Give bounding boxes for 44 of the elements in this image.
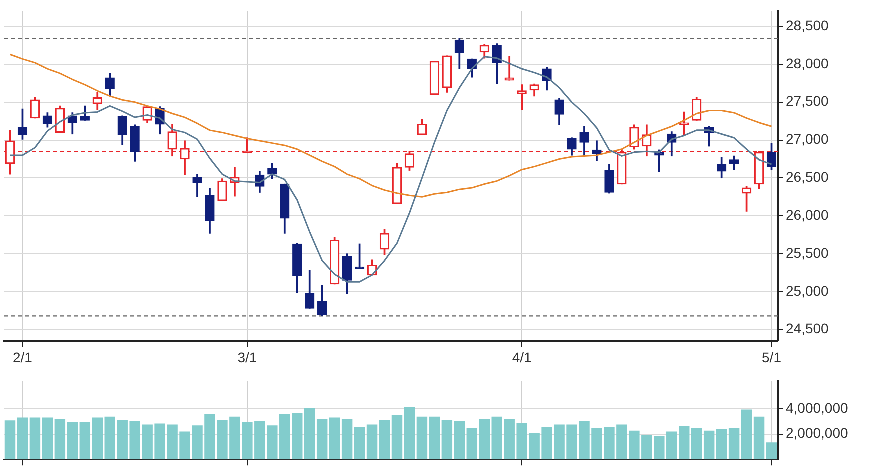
x-tick-label: 2/1 [12,349,33,366]
bar [80,422,91,460]
bar [379,420,390,460]
bar [704,430,715,460]
y-tick-label: 2,000,000 [786,425,848,442]
bar [392,415,403,460]
bar [716,429,728,460]
bar [30,418,41,460]
bar [67,422,78,460]
bar [354,427,366,460]
y-tick-label: 28,500 [786,17,830,34]
y-tick-label: 28,000 [786,55,830,72]
bar [366,424,378,460]
x-tick-label: 3/1 [238,349,258,366]
bar [4,420,16,460]
bar [691,428,702,460]
bar [54,419,66,460]
bar [454,421,466,460]
y-tick-label: 26,500 [786,169,830,186]
bar [466,428,478,460]
bar [304,408,316,460]
x-tick-label: 4/1 [512,349,532,366]
bar [316,419,328,460]
y-tick-label: 27,000 [786,131,830,148]
y-tick-label: 25,500 [786,244,830,261]
y-tick-label: 24,500 [786,320,830,337]
bar [329,418,340,460]
bar [404,408,416,460]
bar [429,416,440,460]
y-tick-label: 26,000 [786,206,830,223]
bar [416,416,428,460]
y-tick-label: 4,000,000 [786,400,848,416]
y-tick-label: 27,500 [786,93,830,110]
bar [766,442,778,460]
candlestick [517,84,527,110]
bar [754,416,765,460]
bar [342,419,353,460]
bar [17,418,28,460]
bar [442,420,453,460]
y-tick-label: 25,000 [786,282,830,299]
bar [741,410,752,460]
x-tick-label: 5/1 [762,349,782,366]
bar [42,418,54,460]
bar [728,428,740,460]
